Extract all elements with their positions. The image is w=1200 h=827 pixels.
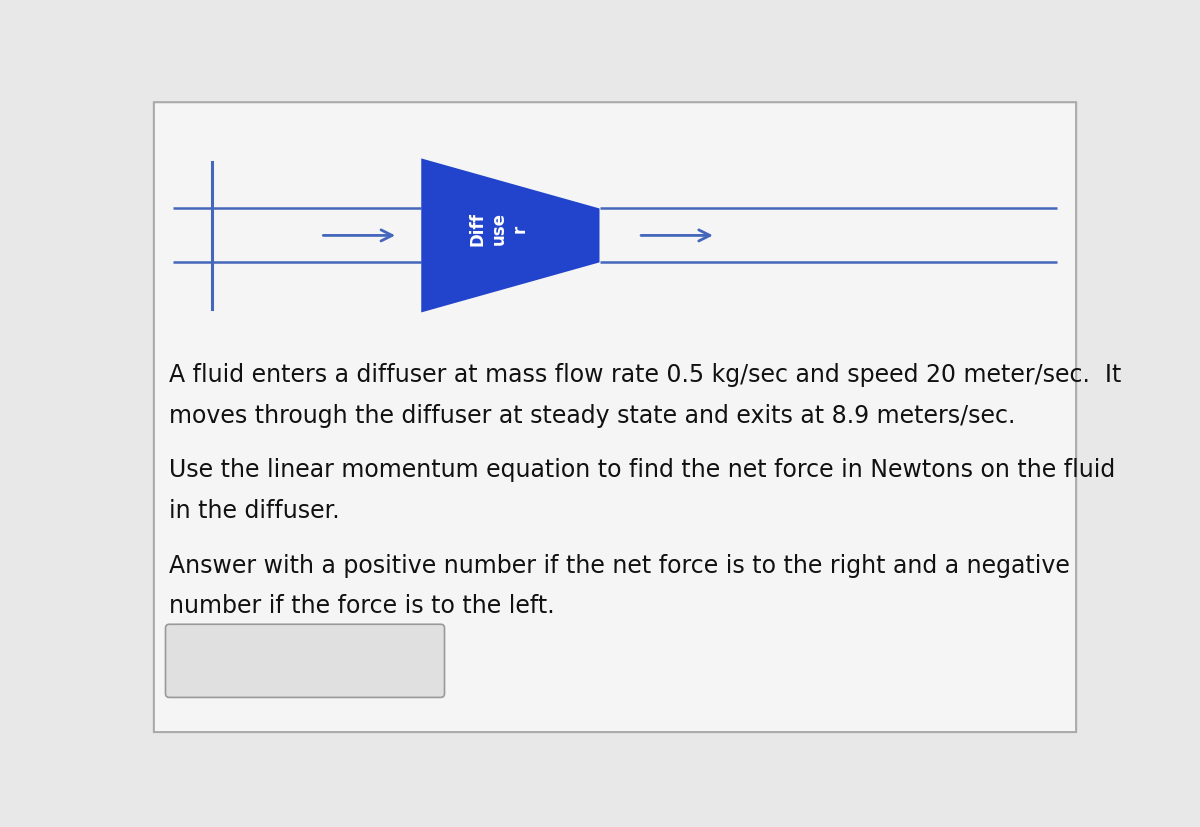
FancyBboxPatch shape [154, 103, 1076, 732]
Text: Diff
use
r: Diff use r [469, 212, 528, 246]
Text: number if the force is to the left.: number if the force is to the left. [169, 594, 554, 618]
FancyBboxPatch shape [166, 624, 444, 698]
Polygon shape [421, 160, 600, 313]
Text: moves through the diffuser at steady state and exits at 8.9 meters/sec.: moves through the diffuser at steady sta… [169, 404, 1015, 428]
Text: A fluid enters a diffuser at mass flow rate 0.5 kg/sec and speed 20 meter/sec.  : A fluid enters a diffuser at mass flow r… [169, 363, 1122, 387]
Text: in the diffuser.: in the diffuser. [169, 499, 340, 523]
Text: Answer with a positive number if the net force is to the right and a negative: Answer with a positive number if the net… [169, 553, 1070, 577]
Text: Use the linear momentum equation to find the net force in Newtons on the fluid: Use the linear momentum equation to find… [169, 457, 1116, 481]
